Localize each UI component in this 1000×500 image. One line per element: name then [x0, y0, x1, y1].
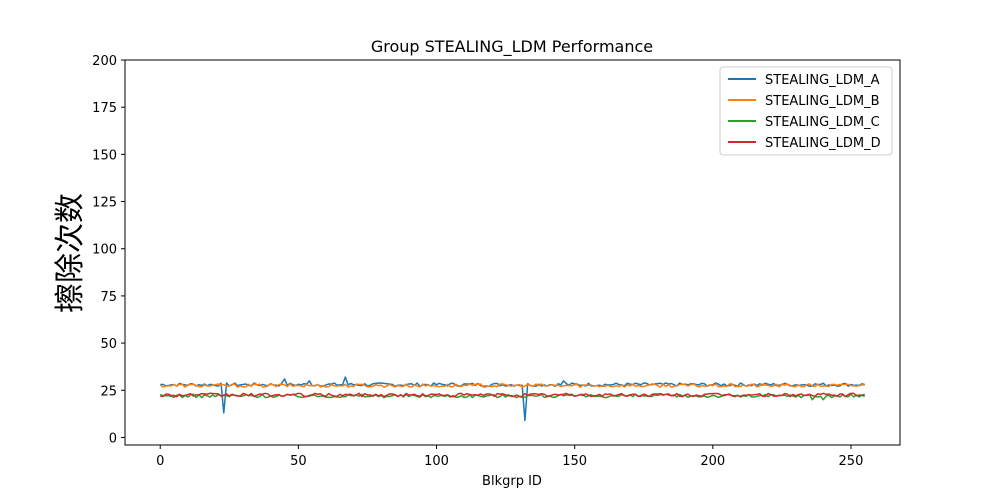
legend-label: STEALING_LDM_C	[765, 115, 880, 130]
x-tick-label: 50	[290, 454, 307, 469]
legend-label: STEALING_LDM_D	[765, 136, 881, 151]
x-tick-label: 100	[424, 454, 449, 469]
y-tick-label: 50	[100, 337, 117, 352]
y-tick-label: 200	[92, 54, 117, 69]
y-tick-label: 175	[92, 101, 117, 116]
series-line-stealing-ldm-c	[159, 393, 865, 401]
y-tick-label: 150	[92, 148, 117, 163]
legend: STEALING_LDM_A STEALING_LDM_B STEALING_LDM…	[719, 66, 893, 156]
legend-label: STEALING_LDM_A	[765, 73, 880, 88]
chart-title: Group STEALING_LDM Performance	[371, 37, 653, 57]
plot-area	[159, 376, 865, 422]
y-axis: 0 25 50 75 100 125 150 175 200	[92, 54, 125, 446]
plot-frame	[124, 59, 901, 446]
y-axis-label: 擦除次数	[53, 193, 88, 313]
series-line-stealing-ldm-d	[160, 392, 865, 398]
legend-label: STEALING_LDM_B	[765, 94, 880, 109]
y-tick-label: 125	[92, 196, 117, 211]
y-tick-label: 0	[109, 431, 117, 446]
y-tick-label: 25	[100, 384, 117, 399]
series-line-stealing-ldm-a	[160, 376, 865, 422]
x-axis-label: Blkgrp ID	[482, 474, 542, 489]
y-tick-label: 100	[92, 243, 117, 258]
x-tick-label: 200	[700, 454, 725, 469]
series-line-stealing-ldm-b	[159, 383, 865, 388]
legend-box	[719, 66, 893, 156]
x-tick-label: 0	[156, 454, 164, 469]
y-tick-label: 75	[100, 290, 117, 305]
x-axis: 0 50 100 150 200 250	[156, 445, 863, 469]
x-tick-label: 250	[839, 454, 864, 469]
x-tick-label: 150	[562, 454, 587, 469]
